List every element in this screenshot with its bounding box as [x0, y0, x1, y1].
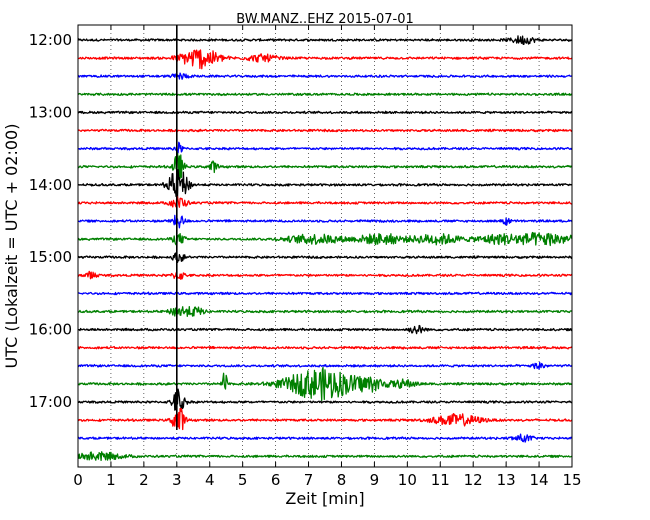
- trace-line: [77, 388, 573, 413]
- x-tick-label: 0: [73, 471, 83, 489]
- y-tick-label: 16:00: [29, 321, 72, 339]
- trace-line: [77, 252, 573, 264]
- y-tick-label: 15:00: [29, 248, 72, 266]
- trace-line: [78, 306, 573, 317]
- trace-line: [77, 72, 573, 80]
- y-tick-label: 17:00: [29, 393, 72, 411]
- trace-line: [77, 128, 573, 133]
- traces: [77, 25, 573, 462]
- trace-line: [77, 324, 573, 335]
- trace-line: [77, 345, 573, 350]
- trace-line: [77, 110, 573, 115]
- trace-line: [77, 291, 573, 296]
- trace-line: [77, 433, 573, 443]
- y-tick-label: 14:00: [29, 176, 72, 194]
- y-axis-label: UTC (Lokalzeit = UTC + 02:00): [2, 124, 21, 369]
- x-tick-label: 2: [139, 471, 149, 489]
- trace-line: [77, 214, 573, 229]
- y-tick-label: 13:00: [29, 103, 72, 121]
- trace-line: [77, 92, 573, 97]
- trace-line: [77, 361, 573, 370]
- y-tick-label: 12:00: [29, 31, 72, 49]
- chart-title: BW.MANZ..EHZ 2015-07-01: [236, 12, 414, 27]
- x-axis-label: Zeit [min]: [285, 489, 364, 508]
- trace-line: [77, 49, 573, 70]
- trace-line: [77, 35, 573, 46]
- trace-line: [77, 152, 573, 181]
- x-tick-label: 4: [205, 471, 215, 489]
- x-tick-label: 12: [464, 471, 483, 489]
- trace-line: [77, 270, 572, 280]
- x-tick-label: 5: [238, 471, 248, 489]
- x-tick-label: 14: [530, 471, 549, 489]
- trace-line: [77, 168, 573, 200]
- ticks: 0 1 2 3 4 5 6 7 8 9 10 11 12 13 14 1512:0013:0014:0015:…: [29, 25, 582, 489]
- x-tick-label: 11: [431, 471, 450, 489]
- x-tick-label: 13: [497, 471, 516, 489]
- x-tick-label: 6: [271, 471, 281, 489]
- plot-frame: [77, 24, 573, 468]
- x-tick-label: 3: [172, 471, 182, 489]
- trace-line: [77, 195, 573, 208]
- trace-line: [77, 231, 573, 247]
- x-tick-label: 15: [562, 471, 581, 489]
- x-tick-label: 9: [370, 471, 380, 489]
- trace-line: [78, 407, 573, 431]
- trace-line: [77, 366, 573, 401]
- x-tick-label: 7: [304, 471, 314, 489]
- x-tick-label: 8: [337, 471, 347, 489]
- trace-line: [78, 141, 573, 155]
- trace-line: [77, 451, 573, 462]
- x-tick-label: 1: [106, 471, 116, 489]
- x-tick-label: 10: [398, 471, 417, 489]
